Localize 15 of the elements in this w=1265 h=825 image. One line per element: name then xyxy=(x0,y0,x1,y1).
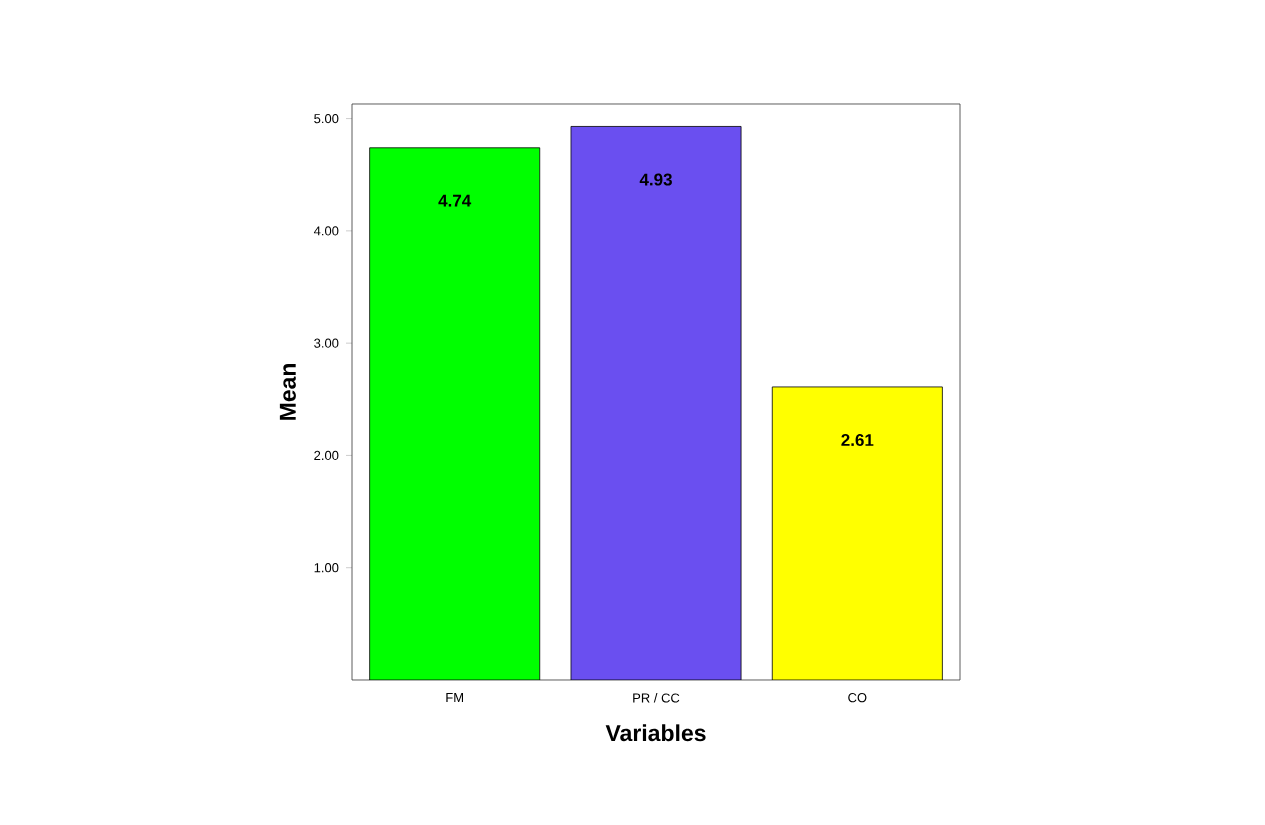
y-tick-label: 1.00 xyxy=(314,563,339,573)
data-label: 4.93 xyxy=(639,173,672,186)
y-tick-label: 4.00 xyxy=(313,226,339,236)
x-tick-label: CO xyxy=(848,693,867,703)
bar xyxy=(570,126,742,680)
x-tick-label: PR / CC xyxy=(633,693,680,703)
data-label: 4.74 xyxy=(438,194,472,207)
y-tick-label: 5.00 xyxy=(314,114,339,124)
y-tick-label: 2.00 xyxy=(314,450,339,461)
y-tick-label: 3.00 xyxy=(314,338,339,348)
x-axis-title: Variables xyxy=(605,724,706,742)
x-tick-label: FM xyxy=(446,693,463,702)
y-axis-title: Mean xyxy=(279,364,296,420)
data-label: 2.61 xyxy=(841,434,874,447)
bar xyxy=(771,386,943,680)
